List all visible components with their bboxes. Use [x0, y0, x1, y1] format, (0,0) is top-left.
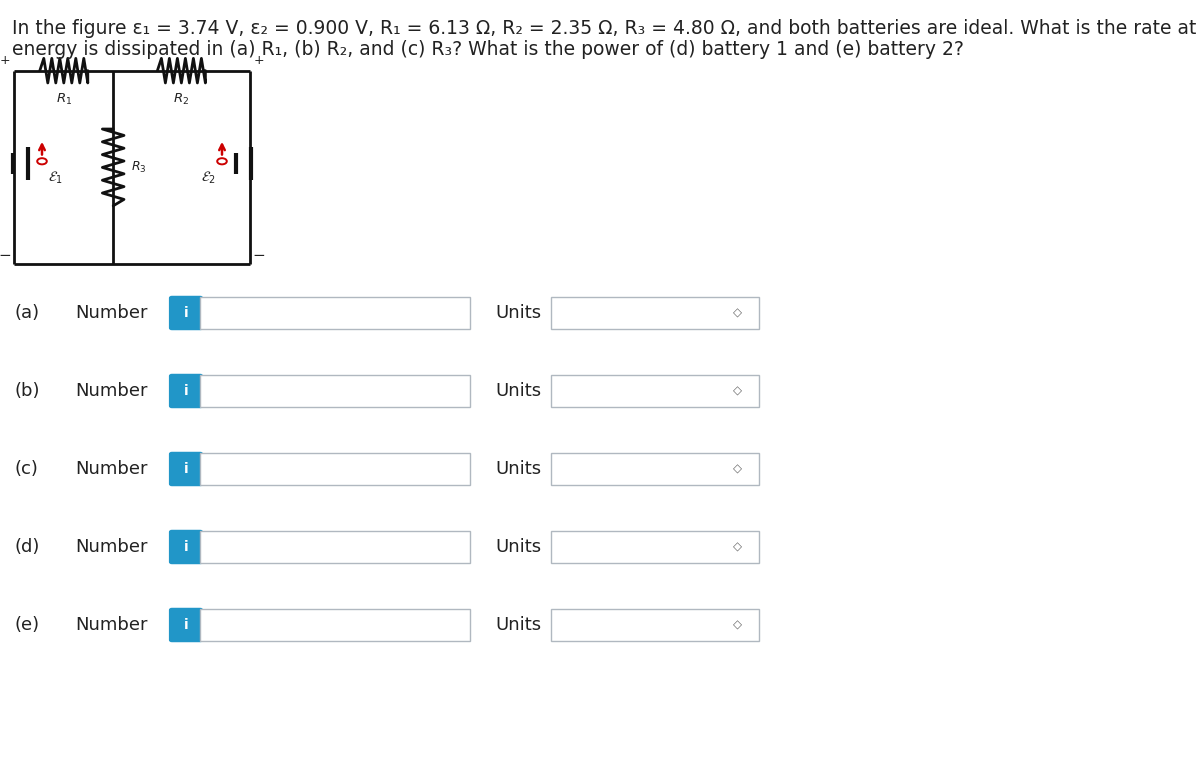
Text: $R_2$: $R_2$ [173, 92, 190, 108]
Text: Number: Number [74, 616, 148, 634]
Text: ◇: ◇ [733, 541, 742, 554]
Text: i: i [184, 306, 188, 320]
FancyBboxPatch shape [551, 375, 760, 407]
FancyBboxPatch shape [200, 375, 470, 407]
Text: ◇: ◇ [733, 385, 742, 398]
Text: $\mathcal{E}_2$: $\mathcal{E}_2$ [200, 169, 216, 186]
Text: i: i [184, 384, 188, 398]
Text: Number: Number [74, 382, 148, 400]
Text: (d): (d) [14, 538, 41, 556]
Text: Units: Units [496, 538, 541, 556]
FancyBboxPatch shape [200, 453, 470, 485]
Text: ◇: ◇ [733, 306, 742, 319]
FancyBboxPatch shape [551, 609, 760, 641]
Text: Number: Number [74, 538, 148, 556]
FancyBboxPatch shape [169, 452, 203, 485]
Text: (e): (e) [14, 616, 40, 634]
Text: −: − [253, 247, 265, 263]
Text: (c): (c) [14, 460, 38, 478]
Text: Units: Units [496, 616, 541, 634]
Text: (a): (a) [14, 304, 40, 322]
FancyBboxPatch shape [551, 453, 760, 485]
Text: (b): (b) [14, 382, 41, 400]
FancyBboxPatch shape [551, 297, 760, 329]
Text: −: − [0, 247, 11, 263]
Text: Number: Number [74, 304, 148, 322]
FancyBboxPatch shape [169, 296, 203, 329]
Text: +: + [0, 54, 10, 67]
Text: +: + [254, 54, 264, 67]
Text: $\mathcal{E}_1$: $\mathcal{E}_1$ [48, 169, 64, 186]
Text: In the figure ε₁ = 3.74 V, ε₂ = 0.900 V, R₁ = 6.13 Ω, R₂ = 2.35 Ω, R₃ = 4.80 Ω, : In the figure ε₁ = 3.74 V, ε₂ = 0.900 V,… [12, 19, 1200, 38]
FancyBboxPatch shape [551, 531, 760, 563]
Text: i: i [184, 618, 188, 632]
FancyBboxPatch shape [200, 297, 470, 329]
FancyBboxPatch shape [200, 609, 470, 641]
Text: i: i [184, 540, 188, 554]
Text: Units: Units [496, 460, 541, 478]
Text: energy is dissipated in (a) R₁, (b) R₂, and (c) R₃? What is the power of (d) bat: energy is dissipated in (a) R₁, (b) R₂, … [12, 40, 964, 59]
Text: ◇: ◇ [733, 462, 742, 475]
FancyBboxPatch shape [169, 531, 203, 564]
Text: $R_3$: $R_3$ [131, 160, 146, 175]
Text: Units: Units [496, 382, 541, 400]
Text: ◇: ◇ [733, 618, 742, 631]
FancyBboxPatch shape [200, 531, 470, 563]
Text: $R_1$: $R_1$ [55, 92, 72, 108]
Text: Units: Units [496, 304, 541, 322]
Text: Number: Number [74, 460, 148, 478]
Text: i: i [184, 462, 188, 476]
FancyBboxPatch shape [169, 608, 203, 641]
FancyBboxPatch shape [169, 375, 203, 408]
